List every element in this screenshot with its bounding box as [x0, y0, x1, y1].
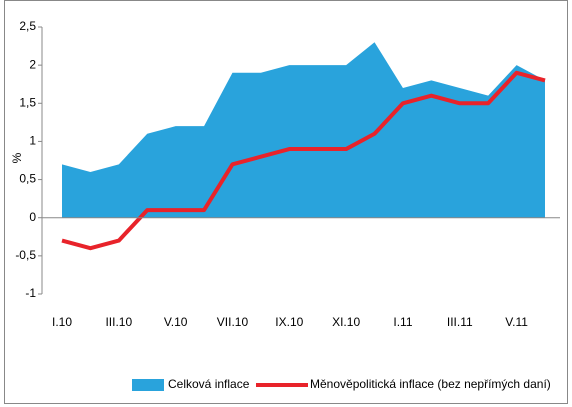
y-tick-label: 2: [29, 57, 36, 71]
x-tick-label: XI.10: [332, 315, 360, 329]
x-tick-label: V.10: [164, 315, 188, 329]
legend-label: Měnověpolitická inflace (bez nepřímých d…: [310, 377, 551, 391]
y-tick-label: -0,5: [15, 248, 36, 262]
y-axis-label: %: [10, 152, 24, 163]
legend-label: Celková inflace: [168, 377, 250, 391]
x-tick-label: V.11: [505, 315, 528, 329]
y-tick-label: 2,5: [19, 19, 36, 33]
y-tick-label: 1: [29, 134, 36, 148]
x-tick-label: III.11: [447, 315, 473, 329]
x-tick-label: III.10: [105, 315, 132, 329]
y-tick-label: 0: [29, 210, 36, 224]
x-tick-label: I.10: [52, 315, 72, 329]
x-tick-label: VII.10: [217, 315, 249, 329]
x-tick-label: IX.10: [275, 315, 303, 329]
x-tick-label: I.11: [393, 315, 412, 329]
y-tick-label: 0,5: [19, 172, 36, 186]
line: [61, 70, 546, 251]
y-tick-label: -1: [25, 286, 36, 300]
chart-border: [4, 0, 568, 404]
area: [62, 42, 545, 218]
legend-swatch: [132, 379, 164, 391]
y-tick-label: 1,5: [19, 95, 36, 109]
